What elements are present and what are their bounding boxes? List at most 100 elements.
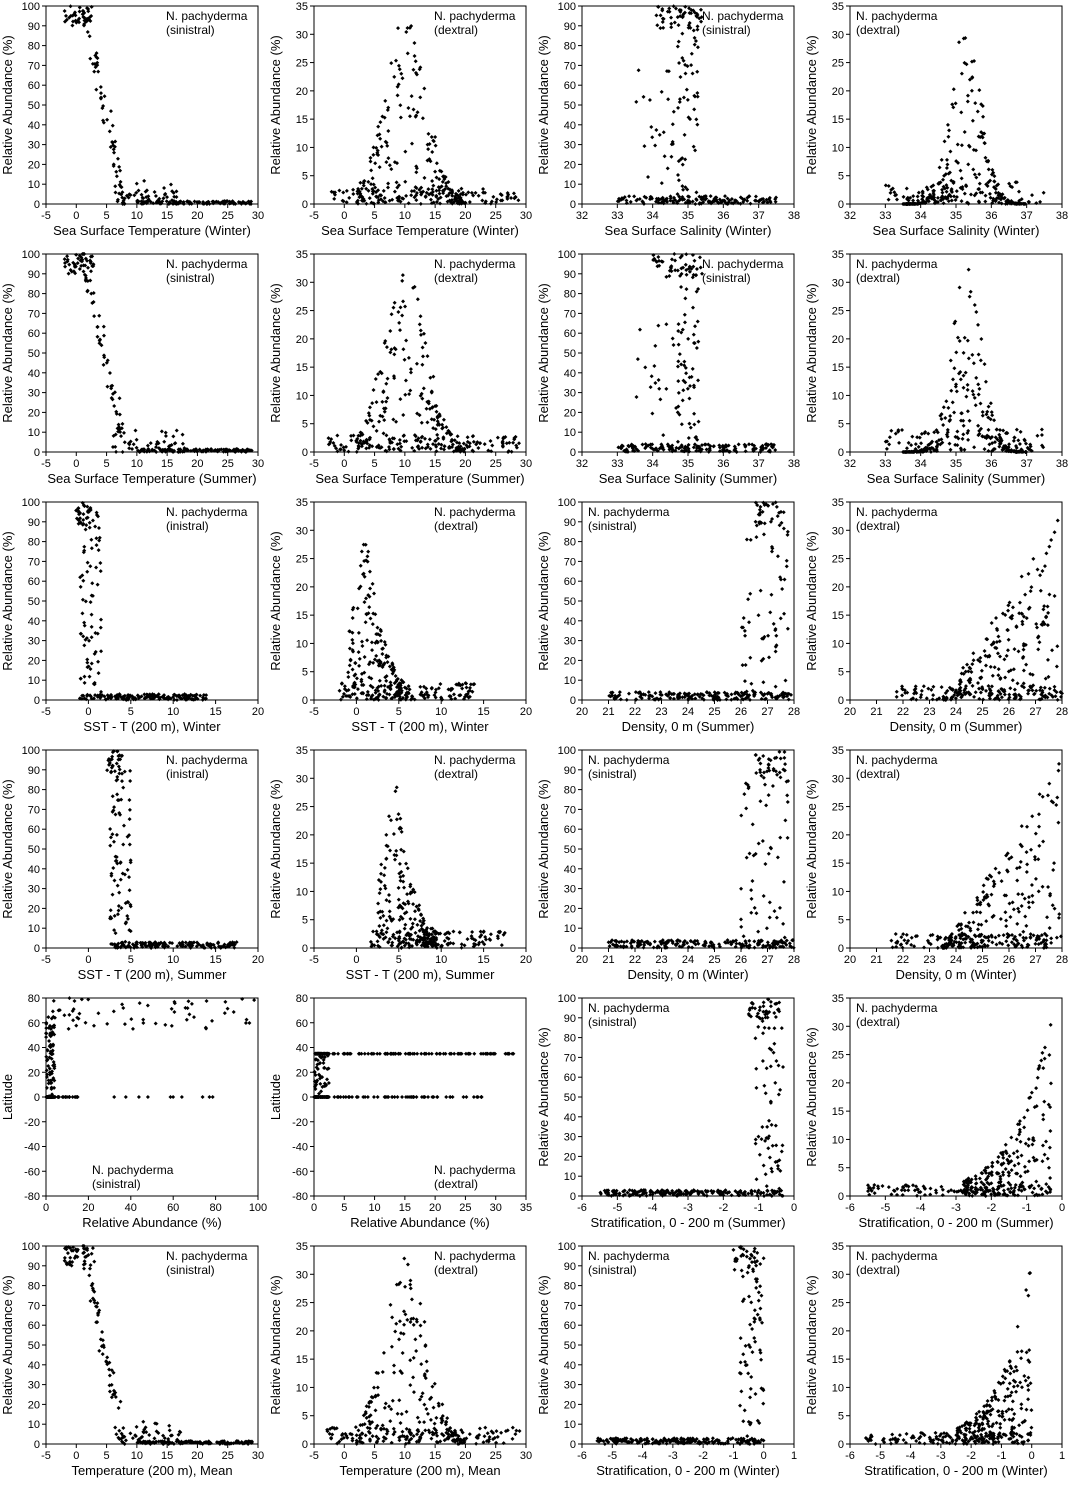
data-point — [361, 571, 366, 576]
data-point — [743, 633, 748, 638]
data-point — [669, 692, 674, 697]
data-point — [397, 917, 402, 922]
y-tick-label: 60 — [28, 824, 40, 836]
data-point — [444, 425, 449, 430]
data-point — [127, 817, 132, 822]
data-point — [139, 199, 144, 204]
data-point — [414, 170, 419, 175]
data-point — [1044, 551, 1049, 556]
chart-panel: 32 33 34 35 36 37 38 0 10 20 30 40 50 60 70 80 90 100 Sea … — [536, 248, 804, 496]
data-point — [992, 697, 997, 702]
data-point — [89, 269, 94, 274]
data-point — [74, 252, 79, 257]
data-point — [433, 687, 438, 692]
data-point — [911, 198, 916, 203]
data-point — [918, 695, 923, 700]
data-point — [961, 385, 966, 390]
data-point — [739, 917, 744, 922]
data-point — [660, 446, 665, 451]
data-point — [374, 929, 379, 934]
data-point — [467, 444, 472, 449]
data-point — [775, 695, 780, 700]
x-axis-label: SST - T (200 m), Summer — [78, 967, 227, 982]
y-tick-label: 10 — [564, 427, 576, 439]
data-point — [144, 195, 149, 200]
data-point — [633, 690, 638, 695]
data-point — [773, 684, 778, 689]
x-tick-label: 25 — [222, 210, 234, 222]
y-tick-label: 40 — [28, 616, 40, 628]
data-point — [978, 659, 983, 664]
data-point — [127, 940, 132, 945]
data-point — [616, 196, 621, 201]
data-point — [424, 943, 429, 948]
data-point — [1038, 688, 1043, 693]
y-tick-label: 10 — [564, 923, 576, 935]
data-point — [941, 694, 946, 699]
data-point — [669, 21, 674, 26]
data-point — [68, 4, 73, 9]
data-point — [706, 449, 711, 454]
data-point — [1035, 433, 1040, 438]
data-point — [369, 168, 374, 173]
y-tick-label: 70 — [564, 556, 576, 568]
data-point — [362, 670, 367, 675]
data-point — [372, 201, 377, 206]
x-tick-label: 20 — [459, 458, 471, 470]
data-point — [1012, 435, 1017, 440]
data-point — [628, 199, 633, 204]
data-point — [77, 512, 82, 517]
data-point — [708, 194, 713, 199]
data-point — [357, 663, 362, 668]
data-point — [959, 447, 964, 452]
data-point — [482, 190, 487, 195]
data-point — [375, 659, 380, 664]
data-point — [1003, 201, 1008, 206]
data-point — [988, 417, 993, 422]
data-point — [980, 413, 985, 418]
data-point — [752, 939, 757, 944]
y-tick-label: 60 — [28, 80, 40, 92]
y-tick-label: 60 — [564, 80, 576, 92]
data-point — [676, 359, 681, 364]
data-point — [1055, 644, 1060, 649]
data-point — [952, 693, 957, 698]
data-point — [993, 645, 998, 650]
x-tick-label: 32 — [576, 210, 588, 222]
data-point — [189, 940, 194, 945]
data-point — [944, 399, 949, 404]
data-point — [354, 676, 359, 681]
y-tick-label: 90 — [28, 517, 40, 529]
y-tick-label: 100 — [558, 745, 576, 757]
data-point — [1024, 441, 1029, 446]
data-point — [989, 410, 994, 415]
data-point — [700, 271, 705, 276]
data-point — [958, 370, 963, 375]
data-point — [62, 257, 67, 262]
data-point — [659, 200, 664, 205]
data-point — [972, 58, 977, 63]
data-point — [1059, 694, 1064, 699]
data-point — [97, 538, 102, 543]
data-point — [98, 337, 103, 342]
data-point — [382, 688, 387, 693]
data-point — [388, 680, 393, 685]
data-point — [420, 362, 425, 367]
data-point — [1046, 610, 1051, 615]
data-point — [367, 417, 372, 422]
data-point — [1050, 694, 1055, 699]
data-point — [973, 101, 978, 106]
data-point — [783, 678, 788, 683]
data-point — [446, 936, 451, 941]
data-point — [945, 434, 950, 439]
data-point — [376, 124, 381, 129]
data-point — [427, 141, 432, 146]
data-point — [914, 691, 919, 696]
data-point — [767, 448, 772, 453]
data-point — [954, 389, 959, 394]
data-point — [676, 23, 681, 28]
data-point — [981, 114, 986, 119]
data-point — [682, 312, 687, 317]
data-point — [113, 812, 118, 817]
data-point — [656, 4, 661, 9]
